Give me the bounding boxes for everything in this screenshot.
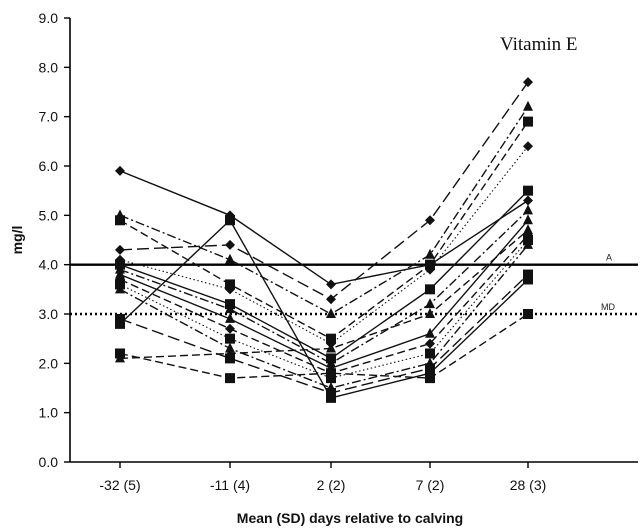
data-point-triangle bbox=[425, 327, 435, 338]
y-tick-label: 2.0 bbox=[39, 355, 59, 371]
reference-lines: A MD bbox=[70, 253, 638, 316]
y-tick-label: 6.0 bbox=[39, 158, 59, 174]
y-tick-label: 0.0 bbox=[39, 454, 59, 470]
reference-line-label: A bbox=[606, 253, 612, 263]
y-tick-label: 8.0 bbox=[39, 59, 59, 75]
series-path bbox=[119, 234, 529, 374]
data-point-triangle bbox=[115, 352, 125, 363]
series-line bbox=[115, 141, 533, 349]
data-point-square bbox=[225, 353, 235, 364]
x-tick-label: 7 (2) bbox=[416, 477, 445, 493]
x-tick-label: 2 (2) bbox=[317, 477, 346, 493]
y-tick-label: 5.0 bbox=[39, 207, 59, 223]
data-point-diamond bbox=[425, 215, 435, 226]
data-point-triangle bbox=[115, 283, 125, 294]
series-path bbox=[119, 313, 529, 379]
series-path bbox=[119, 239, 529, 379]
axes: 0.0 1.0 2.0 3.0 4.0 5.0 6.0 7.0 8.0 9.0 -32 (5) -11… bbox=[39, 10, 638, 493]
data-point-square bbox=[425, 284, 435, 295]
series-line bbox=[115, 235, 533, 384]
data-point-square bbox=[115, 215, 125, 226]
series-line bbox=[115, 165, 533, 290]
data-point-square bbox=[225, 373, 235, 384]
data-point-diamond bbox=[523, 77, 533, 88]
data-point-triangle bbox=[225, 312, 235, 323]
chart-title: Vitamin E bbox=[500, 34, 577, 55]
data-point-triangle bbox=[225, 347, 235, 358]
data-point-square bbox=[523, 309, 533, 319]
x-tick-label: 28 (3) bbox=[510, 477, 547, 493]
x-tick-label: -32 (5) bbox=[99, 477, 140, 493]
data-point-triangle bbox=[225, 253, 235, 264]
data-point-diamond bbox=[326, 279, 336, 290]
data-point-diamond bbox=[115, 165, 125, 176]
data-point-diamond bbox=[225, 239, 235, 250]
data-point-diamond bbox=[326, 294, 336, 305]
data-point-square bbox=[523, 274, 533, 285]
series-path bbox=[119, 170, 529, 286]
data-point-triangle bbox=[523, 238, 533, 249]
series-line bbox=[115, 185, 533, 364]
data-point-square bbox=[326, 368, 336, 379]
data-point-diamond bbox=[425, 264, 435, 275]
data-point-square bbox=[523, 185, 533, 196]
data-point-triangle bbox=[523, 224, 533, 235]
series-path bbox=[119, 209, 529, 365]
data-point-triangle bbox=[425, 248, 435, 259]
series-layer bbox=[115, 77, 533, 403]
x-axis-label: Mean (SD) days relative to calving bbox=[237, 510, 463, 526]
data-point-triangle bbox=[523, 204, 533, 215]
series-line bbox=[115, 309, 533, 384]
series-path bbox=[119, 121, 529, 340]
data-point-triangle bbox=[225, 303, 235, 314]
data-point-triangle bbox=[115, 268, 125, 279]
data-point-square bbox=[225, 333, 235, 344]
data-point-triangle bbox=[425, 298, 435, 309]
data-point-triangle bbox=[326, 342, 336, 353]
series-line bbox=[115, 215, 533, 403]
y-tick-label: 4.0 bbox=[39, 257, 59, 273]
reference-line-label: MD bbox=[601, 302, 615, 312]
series-line bbox=[115, 224, 533, 363]
y-tick-label: 1.0 bbox=[39, 405, 59, 421]
data-point-square bbox=[425, 348, 435, 359]
y-tick-label: 9.0 bbox=[39, 10, 59, 26]
series-path bbox=[119, 273, 529, 394]
data-point-square bbox=[115, 318, 125, 329]
series-path bbox=[119, 219, 529, 370]
series-line bbox=[115, 77, 533, 305]
y-tick-label: 3.0 bbox=[39, 306, 59, 322]
series-line bbox=[115, 238, 533, 392]
data-point-diamond bbox=[523, 141, 533, 152]
x-tick-label: -11 (4) bbox=[210, 477, 250, 493]
data-point-diamond bbox=[225, 323, 235, 334]
y-axis-label: mg/l bbox=[9, 226, 25, 255]
data-point-diamond bbox=[425, 338, 435, 349]
data-point-diamond bbox=[225, 284, 235, 295]
data-point-diamond bbox=[523, 195, 533, 206]
data-point-diamond bbox=[115, 244, 125, 255]
data-point-triangle bbox=[523, 214, 533, 225]
series-line bbox=[115, 230, 533, 379]
data-point-square bbox=[326, 392, 336, 403]
y-tick-label: 7.0 bbox=[39, 109, 59, 125]
data-point-square bbox=[523, 116, 533, 127]
data-point-triangle bbox=[523, 100, 533, 111]
data-point-square bbox=[425, 373, 435, 384]
data-point-triangle bbox=[425, 308, 435, 318]
data-point-triangle bbox=[326, 308, 336, 318]
data-point-square bbox=[225, 215, 235, 226]
series-path bbox=[119, 229, 529, 360]
